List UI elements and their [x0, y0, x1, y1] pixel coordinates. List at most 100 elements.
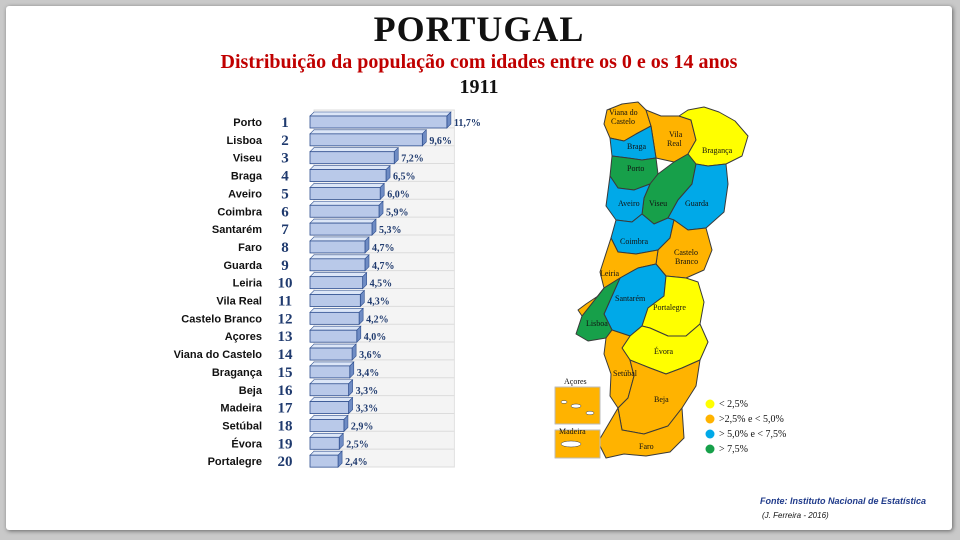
- rank-label: 7: [281, 222, 289, 238]
- source-note: Fonte: Instituto Nacional de Estatística: [760, 496, 927, 506]
- page-title: PORTUGAL: [373, 9, 585, 49]
- value-label: 4,7%: [372, 261, 395, 272]
- bar: [309, 115, 448, 129]
- island-shape: [570, 403, 582, 409]
- bar: [309, 204, 380, 218]
- legend-label-0: < 2,5%: [719, 399, 748, 410]
- map-label-lisboa: Lisboa: [586, 319, 608, 328]
- bar: [309, 383, 350, 397]
- bar: [309, 240, 366, 254]
- legend-swatch-2: [705, 429, 715, 439]
- slide: PORTUGAL Distribuição da população com i…: [6, 6, 952, 530]
- region-lisboa-north: [577, 287, 605, 317]
- island-shape: [560, 440, 582, 448]
- map-label-evora: Évora: [654, 346, 674, 356]
- category-label: Évora: [231, 437, 262, 450]
- map-label-viana: Viana do Castelo: [609, 108, 638, 126]
- island-shape: [585, 410, 595, 416]
- map-label-faro: Faro: [639, 442, 654, 451]
- map-label-guarda: Guarda: [685, 199, 709, 208]
- value-label: 5,9%: [386, 207, 409, 218]
- map-label-vilareal-1: Vila: [669, 130, 683, 139]
- bar: [309, 454, 339, 468]
- legend-label-1: >2,5% e < 5,0%: [719, 414, 784, 425]
- value-label: 6,5%: [393, 172, 416, 183]
- value-label: 4,0%: [364, 332, 387, 343]
- category-label: Açores: [225, 331, 262, 343]
- category-label: Setúbal: [222, 420, 262, 432]
- rank-label: 8: [281, 240, 289, 256]
- map-label-viana-1: Viana do: [609, 108, 638, 117]
- map-label-vilareal-2: Real: [667, 139, 682, 148]
- category-label: Beja: [239, 385, 263, 397]
- acores-inset: [554, 386, 601, 425]
- value-label: 4,2%: [366, 314, 389, 325]
- value-label: 11,7%: [454, 118, 481, 129]
- value-label: 4,3%: [367, 297, 390, 308]
- category-label: Guarda: [223, 260, 262, 272]
- value-label: 3,6%: [359, 350, 382, 361]
- rank-label: 6: [281, 204, 289, 220]
- category-label: Braga: [231, 171, 263, 183]
- bar: [309, 276, 364, 290]
- map-label-beja: Beja: [654, 395, 669, 404]
- portugal-district-map: Viana do Castelo Vila Real Bragança Braga …: [554, 101, 786, 459]
- category-label: Vila Real: [216, 296, 262, 308]
- bar: [309, 169, 387, 182]
- value-label: 2,9%: [351, 421, 374, 432]
- bar: [309, 133, 423, 147]
- value-label: 3,3%: [356, 404, 379, 415]
- rank-label: 18: [278, 418, 293, 434]
- bar: [309, 311, 360, 325]
- value-label: 3,3%: [356, 386, 379, 397]
- map-label-braganca: Bragança: [702, 146, 733, 155]
- map-label-madeira: Madeira: [559, 427, 586, 436]
- map-label-braga: Braga: [627, 142, 647, 151]
- map-island-shapes: [560, 400, 595, 448]
- map-regions: [554, 101, 749, 459]
- rank-label: 20: [278, 454, 293, 470]
- rank-label: 3: [281, 151, 289, 167]
- map-legend: < 2,5% >2,5% e < 5,0% > 5,0% e < 7,5% > …: [705, 399, 786, 455]
- legend-swatch-0: [705, 399, 715, 409]
- legend-swatch-1: [705, 414, 715, 424]
- chart-subtitle: Distribuição da população com idades ent…: [220, 51, 738, 73]
- bar: [309, 401, 350, 415]
- bar: [309, 347, 353, 361]
- rank-label: 15: [278, 365, 293, 381]
- category-label: Coimbra: [217, 206, 263, 218]
- map-label-leiria: Leiria: [600, 269, 620, 278]
- map-label-setubal: Setúbal: [613, 369, 638, 378]
- legend-label-3: > 7,5%: [719, 444, 748, 455]
- map-label-castelo: Castelo Branco: [674, 248, 698, 266]
- rank-label: 9: [281, 258, 289, 274]
- value-label: 2,4%: [345, 457, 368, 468]
- category-label: Bragança: [212, 367, 263, 379]
- rank-label: 4: [281, 169, 289, 185]
- bar: [309, 294, 361, 307]
- map-label-castelo-1: Castelo: [674, 248, 698, 257]
- rank-label: 11: [278, 294, 292, 310]
- map-label-aveiro: Aveiro: [618, 199, 640, 208]
- bar: [309, 258, 366, 272]
- region-aveiro: [605, 175, 651, 223]
- rank-label: 1: [281, 115, 289, 131]
- rank-label: 17: [278, 401, 294, 417]
- rank-label: 16: [278, 383, 294, 399]
- category-label: Leiria: [233, 278, 263, 290]
- author-note: (J. Ferreira - 2016): [762, 511, 829, 520]
- value-label: 2,5%: [346, 439, 369, 450]
- value-label: 6,0%: [387, 189, 410, 200]
- category-label: Santarém: [212, 224, 262, 236]
- rank-label: 19: [278, 436, 293, 452]
- map-label-coimbra: Coimbra: [620, 237, 648, 246]
- map-label-castelo-2: Branco: [675, 257, 698, 266]
- category-label: Madeira: [220, 403, 262, 415]
- category-label: Porto: [233, 117, 262, 129]
- rank-label: 5: [281, 186, 289, 202]
- rank-label: 12: [278, 311, 293, 327]
- map-label-acores: Açores: [564, 377, 587, 386]
- rank-label: 13: [278, 329, 293, 345]
- bar: [309, 365, 351, 379]
- region-faro: [597, 407, 685, 459]
